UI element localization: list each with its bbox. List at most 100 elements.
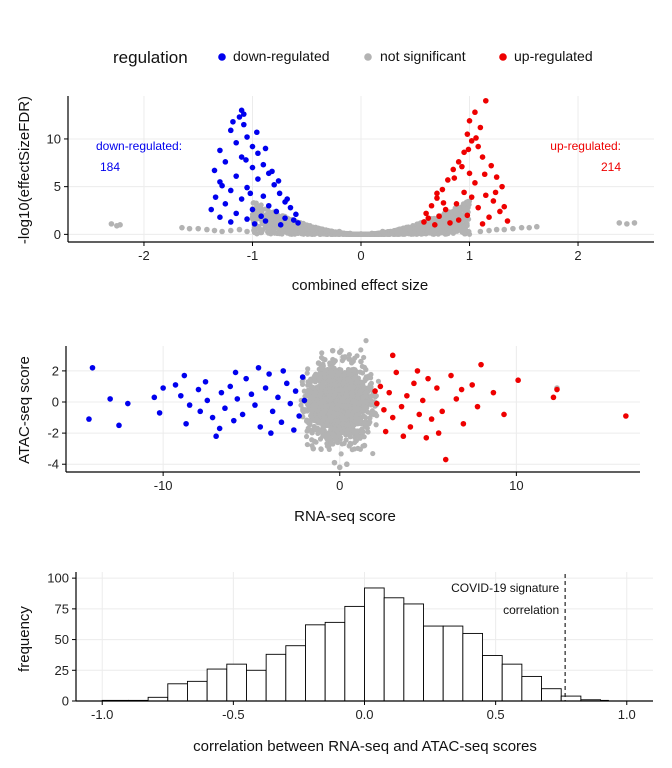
volcano-points [108, 97, 638, 237]
point-down-regulated [232, 369, 239, 376]
point-not-significant [322, 374, 328, 381]
point-not-significant [368, 411, 374, 417]
correlation-histogram-panel: COVID-19 signature correlation -1.0 -0.5 0… [16, 571, 653, 755]
x-tick-label: 0 [336, 478, 343, 493]
point-down-regulated [249, 143, 256, 150]
point-down-regulated [233, 210, 240, 217]
point-not-significant [309, 430, 315, 436]
point-not-significant [334, 387, 340, 393]
point-up-regulated [464, 131, 471, 137]
histogram-bar [383, 597, 405, 702]
point-up-regulated [461, 189, 467, 196]
point-not-significant [354, 353, 360, 359]
point-not-significant [331, 426, 338, 432]
point-up-regulated [451, 175, 458, 181]
point-not-significant [307, 231, 314, 237]
point-not-significant [308, 412, 314, 418]
point-not-significant [616, 220, 623, 226]
point-not-significant [354, 391, 361, 398]
point-not-significant [311, 231, 318, 237]
point-not-significant [276, 215, 282, 221]
point-not-significant [389, 230, 395, 237]
point-not-significant [319, 350, 325, 356]
point-down-regulated [216, 425, 223, 432]
histogram-axes: -1.0 -0.5 0.0 0.5 1.0 0 25 50 75 100 [47, 571, 653, 722]
point-down-regulated [277, 222, 284, 228]
point-up-regulated [490, 198, 497, 204]
point-not-significant [435, 231, 441, 237]
point-up-regulated [455, 217, 462, 223]
point-down-regulated [299, 374, 306, 380]
point-not-significant [307, 388, 313, 394]
point-down-regulated [262, 385, 269, 391]
histogram-bar [265, 653, 287, 702]
rna-atac-axes: -10 0 10 -4 -2 0 2 [47, 346, 640, 493]
point-not-significant [362, 390, 369, 396]
point-down-regulated [89, 364, 96, 371]
point-not-significant [466, 228, 472, 235]
point-not-significant [266, 223, 272, 229]
legend-swatch-down [218, 53, 226, 61]
point-not-significant [341, 372, 347, 379]
point-not-significant [298, 229, 304, 235]
point-up-regulated [425, 215, 432, 221]
point-up-regulated [490, 389, 497, 396]
point-up-regulated [393, 369, 400, 376]
point-not-significant [304, 428, 310, 434]
point-not-significant [348, 441, 354, 447]
point-not-significant [367, 415, 373, 421]
point-up-regulated [431, 222, 438, 228]
point-down-regulated [287, 400, 294, 407]
point-not-significant [340, 381, 346, 387]
point-up-regulated [458, 386, 465, 393]
point-up-regulated [389, 352, 396, 359]
point-up-regulated [453, 201, 460, 207]
point-not-significant [318, 229, 324, 235]
point-not-significant [420, 224, 426, 230]
point-up-regulated [492, 189, 499, 196]
point-not-significant [358, 358, 364, 365]
point-down-regulated [236, 114, 243, 120]
point-not-significant [337, 402, 343, 408]
point-not-significant [361, 403, 367, 409]
point-not-significant [336, 228, 343, 235]
point-down-regulated [275, 178, 282, 184]
point-not-significant [347, 230, 353, 237]
point-not-significant [318, 446, 324, 452]
point-up-regulated [478, 361, 484, 368]
point-down-regulated [249, 206, 256, 213]
point-up-regulated [389, 414, 396, 421]
point-down-regulated [260, 193, 267, 199]
point-not-significant [310, 384, 316, 390]
point-up-regulated [445, 177, 451, 183]
point-up-regulated [486, 214, 492, 220]
point-not-significant [431, 217, 437, 223]
point-not-significant [361, 442, 368, 449]
point-not-significant [361, 354, 367, 361]
point-not-significant [335, 418, 341, 424]
point-down-regulated [254, 129, 260, 136]
point-not-significant [326, 377, 332, 383]
point-not-significant [286, 227, 292, 234]
point-up-regulated [501, 203, 508, 210]
point-up-regulated [469, 382, 476, 388]
point-not-significant [374, 413, 380, 419]
point-not-significant [319, 399, 325, 405]
point-up-regulated [447, 220, 453, 226]
point-not-significant [250, 212, 257, 218]
point-not-significant [349, 447, 355, 453]
point-not-significant [345, 366, 352, 373]
point-not-significant [259, 228, 265, 234]
point-down-regulated [296, 413, 302, 419]
point-not-significant [299, 381, 306, 388]
y-tick-label: 100 [47, 571, 69, 586]
histogram-bar [285, 645, 306, 702]
y-tick-label: 2 [52, 363, 59, 378]
point-not-significant [312, 379, 318, 385]
point-up-regulated [472, 109, 478, 116]
point-not-significant [343, 428, 350, 434]
point-not-significant [331, 381, 337, 387]
point-not-significant [360, 395, 366, 401]
point-up-regulated [414, 368, 421, 374]
point-not-significant [329, 408, 335, 415]
